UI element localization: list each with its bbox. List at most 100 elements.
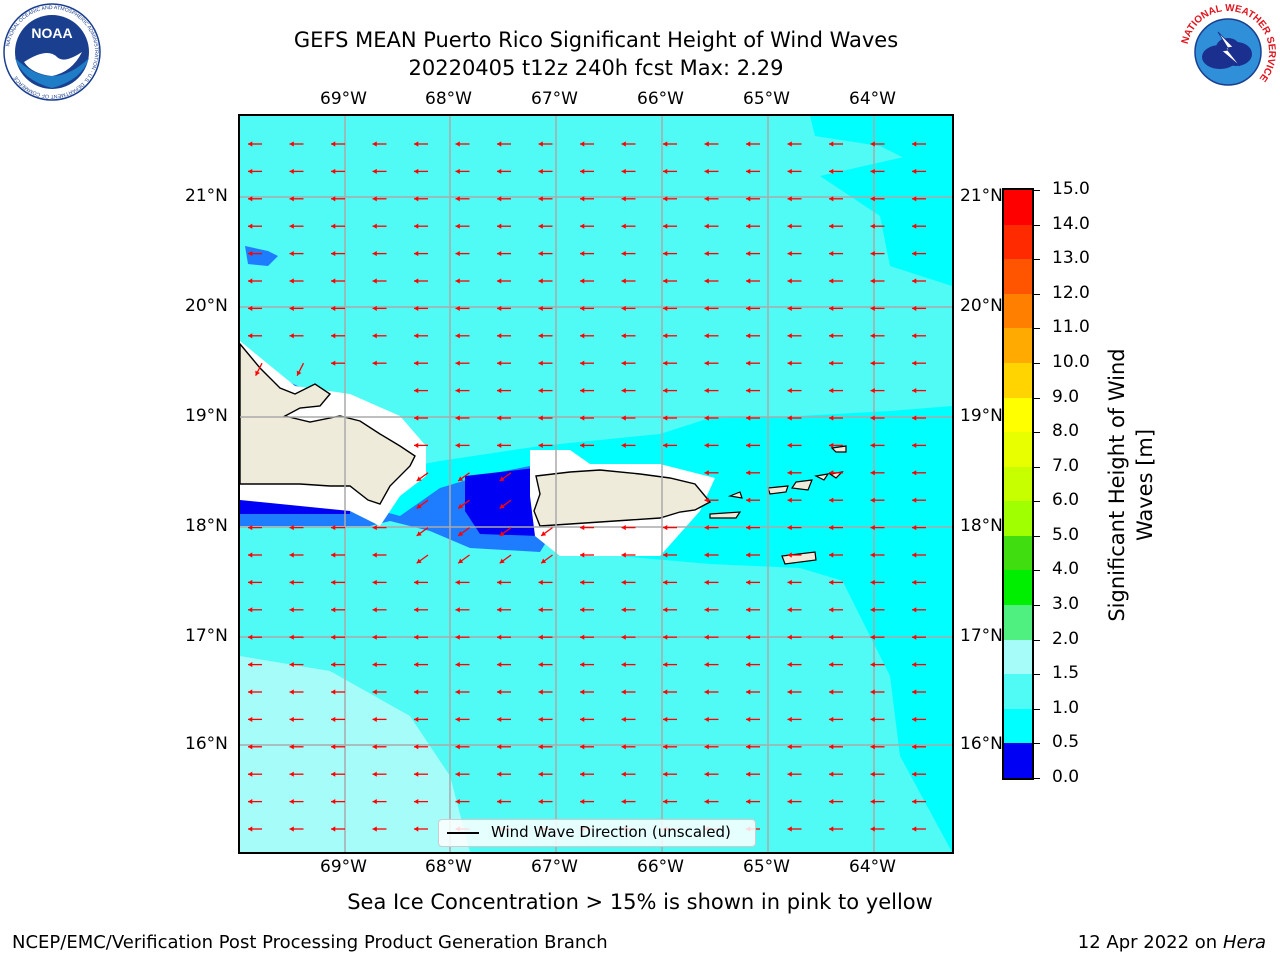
wind-wave-arrowhead (912, 662, 917, 668)
wind-wave-arrowhead (704, 333, 709, 339)
wind-wave-arrowhead (455, 799, 460, 805)
wind-wave-arrowhead (663, 607, 668, 613)
wind-wave-arrowhead (541, 531, 547, 536)
wind-wave-arrowhead (458, 531, 464, 536)
wind-wave-arrowhead (663, 799, 668, 805)
wind-wave-arrowhead (455, 579, 460, 585)
wind-wave-arrowhead (912, 634, 917, 640)
wind-wave-arrowhead (621, 607, 626, 613)
wind-wave-arrowhead (746, 442, 751, 448)
wind-wave-arrowhead (331, 771, 336, 777)
wind-wave-arrowhead (663, 442, 668, 448)
wind-wave-arrowhead (787, 744, 792, 750)
wind-wave-arrowhead (870, 333, 875, 339)
wind-wave-arrowhead (787, 223, 792, 229)
wind-wave-arrowhead (621, 333, 626, 339)
wind-wave-arrowhead (248, 799, 253, 805)
wind-wave-arrowhead (248, 716, 253, 722)
colorbar-segment (1004, 570, 1032, 606)
wind-wave-arrowhead (455, 305, 460, 311)
lon-label-bottom: 68°W (425, 857, 472, 877)
wind-wave-arrowhead (746, 388, 751, 394)
wind-wave-arrowhead (704, 141, 709, 147)
wave-field-0p5-1-nw (245, 246, 278, 266)
wind-wave-arrowhead (372, 634, 377, 640)
wind-wave-arrowhead (455, 662, 460, 668)
wind-wave-arrowhead (497, 579, 502, 585)
wind-wave-arrowhead (704, 799, 709, 805)
wind-wave-arrowhead (663, 579, 668, 585)
wind-wave-arrowhead (621, 442, 626, 448)
colorbar-segment (1004, 259, 1032, 295)
wind-wave-arrowhead (289, 196, 294, 202)
wind-wave-arrowhead (248, 744, 253, 750)
wind-wave-arrowhead (289, 716, 294, 722)
lon-label-bottom: 64°W (849, 857, 896, 877)
colorbar-tick-label: 14.0 (1052, 213, 1090, 234)
wind-wave-arrowhead (414, 305, 419, 311)
wind-wave-arrowhead (289, 223, 294, 229)
wind-wave-arrowhead (870, 552, 875, 558)
wind-wave-arrowhead (497, 744, 502, 750)
wind-wave-arrowhead (829, 196, 834, 202)
wind-wave-arrowhead (870, 579, 875, 585)
lat-label-left: 20°N (185, 296, 228, 316)
wind-wave-arrowhead (912, 826, 917, 832)
colorbar-segment (1004, 535, 1032, 571)
wind-wave-arrowhead (704, 689, 709, 695)
wind-wave-arrowhead (787, 141, 792, 147)
wind-wave-arrowhead (704, 662, 709, 668)
wind-wave-arrowhead (372, 360, 377, 366)
colorbar-segment (1004, 708, 1032, 744)
lat-label-right: 16°N (960, 734, 1003, 754)
wind-wave-arrowhead (829, 497, 834, 503)
wind-wave-arrowhead (621, 223, 626, 229)
wind-wave-arrowhead (414, 826, 419, 832)
wind-wave-arrowhead (746, 607, 751, 613)
colorbar-tick-mark (1034, 293, 1040, 295)
wind-wave-arrowhead (497, 223, 502, 229)
colorbar-tick-label: 1.0 (1052, 697, 1080, 718)
wind-wave-arrowhead (497, 415, 502, 421)
wind-wave-arrowhead (289, 552, 294, 558)
wind-wave-arrowhead (497, 305, 502, 311)
colorbar-segment (1004, 639, 1032, 675)
colorbar-tick-mark (1034, 743, 1040, 745)
wind-wave-arrowhead (704, 744, 709, 750)
wind-wave-arrowhead (289, 771, 294, 777)
wind-wave-arrowhead (289, 689, 294, 695)
lon-label-bottom: 65°W (743, 857, 790, 877)
wind-wave-arrowhead (538, 689, 543, 695)
wind-wave-arrowhead (538, 141, 543, 147)
wind-wave-arrowhead (870, 278, 875, 284)
wind-wave-arrowhead (621, 716, 626, 722)
wind-wave-arrowhead (912, 388, 917, 394)
wind-wave-arrowhead (455, 716, 460, 722)
wind-wave-arrowhead (829, 442, 834, 448)
wind-wave-arrowhead (372, 223, 377, 229)
wind-wave-arrowhead (538, 168, 543, 174)
wind-wave-arrowhead (497, 799, 502, 805)
chart-subtitle: 20220405 t12z 240h fcst Max: 2.29 (408, 56, 784, 80)
wind-wave-arrowhead (414, 689, 419, 695)
wind-wave-arrowhead (372, 744, 377, 750)
wind-wave-arrowhead (414, 141, 419, 147)
wind-wave-arrowhead (289, 662, 294, 668)
wind-wave-arrowhead (746, 251, 751, 257)
wind-wave-arrowhead (829, 744, 834, 750)
wind-wave-arrowhead (331, 799, 336, 805)
wind-wave-arrowhead (331, 333, 336, 339)
wind-wave-arrowhead (538, 305, 543, 311)
wind-wave-arrowhead (416, 476, 422, 482)
wind-wave-arrowhead (704, 716, 709, 722)
sea-ice-caption: Sea Ice Concentration > 15% is shown in … (347, 890, 933, 914)
wind-wave-arrowhead (787, 607, 792, 613)
wind-wave-arrowhead (621, 552, 626, 558)
colorbar-tick-mark (1034, 570, 1040, 572)
wave-field-1p5-2 (240, 116, 952, 496)
wind-wave-arrowhead (331, 826, 336, 832)
wind-wave-arrowhead (497, 771, 502, 777)
wind-wave-arrowhead (248, 305, 253, 311)
lon-label-top: 69°W (320, 89, 367, 109)
wind-wave-arrowhead (787, 470, 792, 476)
